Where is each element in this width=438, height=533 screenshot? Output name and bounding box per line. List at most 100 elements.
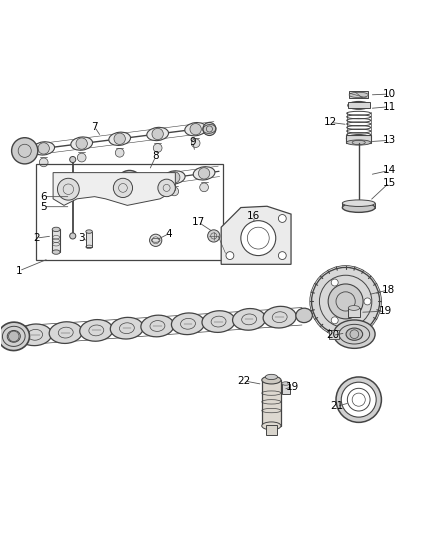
Bar xyxy=(346,135,371,142)
Ellipse shape xyxy=(171,313,205,335)
Ellipse shape xyxy=(52,227,60,231)
Circle shape xyxy=(39,158,48,167)
Ellipse shape xyxy=(109,132,131,146)
Text: 8: 8 xyxy=(152,151,159,161)
Bar xyxy=(348,102,370,108)
Ellipse shape xyxy=(185,123,206,136)
Text: 11: 11 xyxy=(383,102,396,112)
Bar xyxy=(349,92,368,99)
Ellipse shape xyxy=(263,306,296,328)
Text: 22: 22 xyxy=(238,376,251,386)
Circle shape xyxy=(139,176,150,187)
Ellipse shape xyxy=(282,382,290,385)
Ellipse shape xyxy=(163,171,185,184)
Circle shape xyxy=(38,143,49,154)
Ellipse shape xyxy=(19,324,52,345)
Ellipse shape xyxy=(141,315,174,337)
Text: 21: 21 xyxy=(330,401,343,411)
Bar xyxy=(266,425,277,434)
Ellipse shape xyxy=(346,328,363,340)
Circle shape xyxy=(152,128,163,140)
Circle shape xyxy=(169,172,180,183)
Text: 14: 14 xyxy=(383,165,396,175)
Bar xyxy=(52,229,60,252)
Text: 2: 2 xyxy=(33,233,40,243)
Text: 9: 9 xyxy=(190,137,196,147)
Bar xyxy=(262,380,281,426)
Circle shape xyxy=(198,168,210,179)
Ellipse shape xyxy=(52,250,60,254)
Circle shape xyxy=(78,153,86,162)
Circle shape xyxy=(140,191,149,200)
Circle shape xyxy=(200,183,208,192)
Ellipse shape xyxy=(110,317,143,339)
Ellipse shape xyxy=(343,200,375,206)
Ellipse shape xyxy=(33,142,55,155)
Ellipse shape xyxy=(147,127,169,141)
Circle shape xyxy=(331,317,338,324)
Bar xyxy=(329,330,339,338)
Polygon shape xyxy=(221,206,291,264)
Circle shape xyxy=(364,298,371,305)
Circle shape xyxy=(150,234,162,246)
Text: 17: 17 xyxy=(191,217,205,227)
Bar xyxy=(282,384,290,394)
Circle shape xyxy=(328,284,363,319)
Circle shape xyxy=(279,215,286,222)
Ellipse shape xyxy=(233,309,266,330)
Circle shape xyxy=(341,382,376,417)
Ellipse shape xyxy=(296,308,312,322)
Bar xyxy=(348,308,360,317)
Circle shape xyxy=(158,179,175,197)
Text: 1: 1 xyxy=(16,266,22,276)
Ellipse shape xyxy=(262,422,281,430)
Text: 3: 3 xyxy=(78,233,85,243)
Circle shape xyxy=(57,179,79,200)
Circle shape xyxy=(170,187,179,196)
Ellipse shape xyxy=(334,320,375,349)
Ellipse shape xyxy=(348,101,370,109)
Ellipse shape xyxy=(86,230,92,233)
Ellipse shape xyxy=(349,92,368,98)
Circle shape xyxy=(153,143,162,152)
Ellipse shape xyxy=(134,175,155,188)
Circle shape xyxy=(331,279,338,286)
Bar xyxy=(35,164,223,260)
Circle shape xyxy=(190,124,201,135)
Ellipse shape xyxy=(346,140,371,145)
Ellipse shape xyxy=(0,322,29,351)
Circle shape xyxy=(226,252,234,260)
Circle shape xyxy=(279,252,286,260)
Circle shape xyxy=(113,179,133,198)
Bar xyxy=(86,231,92,247)
Text: 20: 20 xyxy=(326,330,339,341)
Text: 13: 13 xyxy=(383,135,396,146)
Text: 6: 6 xyxy=(40,192,47,201)
Ellipse shape xyxy=(71,137,92,150)
Ellipse shape xyxy=(343,203,375,212)
Circle shape xyxy=(76,138,87,149)
Text: 12: 12 xyxy=(324,117,337,127)
Text: 10: 10 xyxy=(383,89,396,99)
Text: 4: 4 xyxy=(166,229,172,239)
Text: 19: 19 xyxy=(286,382,299,392)
Text: 16: 16 xyxy=(247,211,261,221)
Circle shape xyxy=(311,268,380,335)
Circle shape xyxy=(117,171,143,197)
Polygon shape xyxy=(53,173,175,205)
Circle shape xyxy=(191,139,200,148)
Ellipse shape xyxy=(49,322,82,343)
Circle shape xyxy=(70,157,76,163)
Circle shape xyxy=(115,148,124,157)
Ellipse shape xyxy=(346,135,371,142)
Ellipse shape xyxy=(265,374,278,379)
Circle shape xyxy=(241,221,276,256)
Ellipse shape xyxy=(348,305,360,310)
Text: 18: 18 xyxy=(381,285,395,295)
Ellipse shape xyxy=(80,320,113,341)
Text: 19: 19 xyxy=(379,306,392,316)
Text: 5: 5 xyxy=(40,201,47,212)
Text: 15: 15 xyxy=(383,177,396,188)
Circle shape xyxy=(336,377,381,422)
Ellipse shape xyxy=(193,167,215,180)
